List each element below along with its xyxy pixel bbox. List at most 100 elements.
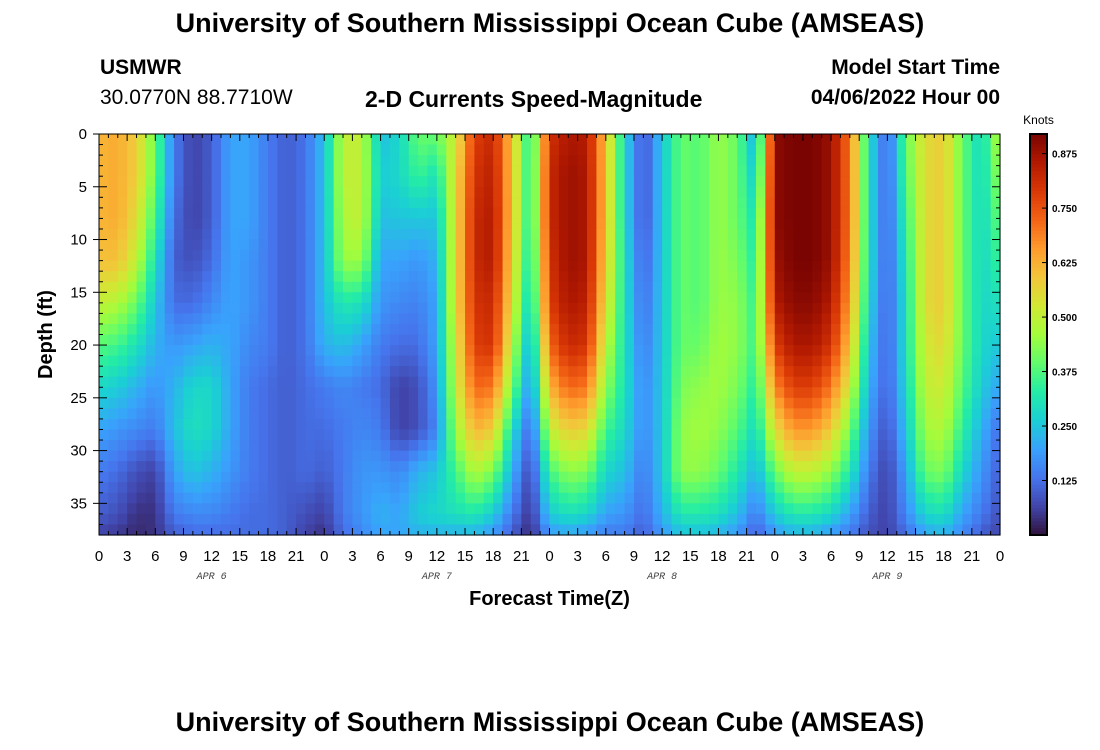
heatmap-cell [652, 176, 663, 188]
heatmap-cell [333, 387, 344, 399]
heatmap-cell [174, 313, 185, 325]
heatmap-cell [802, 281, 813, 293]
heatmap-cell [258, 366, 269, 378]
heatmap-cell [906, 387, 917, 399]
heatmap-cell [108, 218, 119, 230]
heatmap-cell [455, 450, 466, 462]
heatmap-cell [108, 471, 119, 483]
heatmap-cell [540, 313, 551, 325]
heatmap-cell [174, 440, 185, 452]
heatmap-cell [136, 418, 147, 431]
heatmap-cell [859, 461, 870, 473]
heatmap-cell [662, 355, 673, 367]
heatmap-cell [530, 228, 541, 241]
heatmap-cell [990, 281, 1001, 293]
heatmap-cell [849, 260, 860, 272]
heatmap-cell [249, 207, 260, 220]
heatmap-cell [305, 334, 316, 346]
heatmap-cell [183, 144, 194, 156]
heatmap-cell [953, 165, 964, 177]
colorbar-segment [1030, 291, 1047, 295]
heatmap-cell [831, 355, 842, 367]
heatmap-cell [690, 323, 701, 336]
heatmap-cell [568, 155, 579, 167]
colorbar-segment [1030, 434, 1047, 439]
heatmap-cell [990, 345, 1001, 357]
heatmap-cell [624, 207, 635, 220]
heatmap-cell [277, 482, 288, 494]
heatmap-cell [971, 376, 982, 388]
heatmap-cell [868, 492, 879, 504]
heatmap-cell [408, 155, 419, 167]
heatmap-cell [474, 345, 485, 357]
heatmap-cell [915, 323, 926, 336]
heatmap-cell [174, 503, 185, 515]
heatmap-cell [802, 397, 813, 409]
heatmap-cell [521, 355, 532, 367]
heatmap-cell [427, 366, 438, 378]
heatmap-cell [455, 197, 466, 209]
heatmap-cell [859, 186, 870, 198]
heatmap-cell [709, 429, 720, 441]
colorbar-tick-label: 0.875 [1052, 150, 1077, 161]
heatmap-cell [699, 345, 710, 357]
heatmap-cell [877, 134, 888, 146]
heatmap-cell [502, 482, 513, 494]
colorbar-segment [1030, 404, 1047, 409]
heatmap-cell [230, 524, 241, 536]
heatmap-cell [549, 471, 560, 483]
heatmap-cell [455, 513, 466, 526]
heatmap-cell [136, 207, 147, 220]
heatmap-cell [296, 302, 307, 314]
heatmap-cell [934, 492, 945, 504]
heatmap-cell [305, 323, 316, 336]
heatmap-cell [727, 524, 738, 536]
heatmap-cell [192, 260, 203, 272]
y-tick-label: 25 [70, 390, 87, 407]
heatmap-cell [399, 207, 410, 220]
heatmap-cell [258, 144, 269, 156]
heatmap-cell [840, 197, 851, 209]
heatmap-cell [680, 492, 691, 504]
heatmap-cell [399, 482, 410, 494]
heatmap-cell [962, 376, 973, 388]
heatmap-cell [221, 450, 231, 462]
colorbar-segment [1030, 207, 1047, 212]
heatmap-cell [840, 345, 851, 357]
heatmap-cell [953, 492, 964, 504]
heatmap-cell [202, 155, 213, 167]
heatmap-cell [145, 366, 156, 378]
heatmap-cell [709, 492, 720, 504]
heatmap-cell [643, 355, 654, 367]
heatmap-cell [352, 292, 363, 304]
heatmap-cell [333, 134, 344, 146]
heatmap-cell [221, 176, 231, 188]
heatmap-cell [108, 513, 119, 526]
heatmap-cell [267, 440, 278, 452]
heatmap-cell [127, 250, 138, 262]
heatmap-cell [727, 323, 738, 336]
heatmap-cell [108, 440, 119, 452]
heatmap-cell [211, 260, 222, 272]
heatmap-cell [859, 165, 870, 177]
heatmap-cell [652, 408, 663, 420]
heatmap-cell [258, 524, 269, 536]
heatmap-cell [296, 513, 307, 526]
heatmap-cell [699, 197, 710, 209]
heatmap-cell [802, 461, 813, 473]
heatmap-cell [540, 503, 551, 515]
heatmap-cell [239, 461, 250, 473]
heatmap-cell [155, 218, 166, 230]
heatmap-cell [521, 239, 532, 251]
heatmap-cell [286, 408, 297, 420]
heatmap-cell [802, 165, 813, 177]
heatmap-cell [840, 176, 851, 188]
heatmap-cell [361, 197, 372, 209]
heatmap-cell [605, 186, 616, 198]
heatmap-cell [849, 228, 860, 241]
heatmap-cell [812, 418, 823, 431]
heatmap-cell [258, 271, 269, 283]
heatmap-cell [446, 418, 457, 431]
heatmap-cell [784, 134, 795, 146]
heatmap-cell [230, 429, 241, 441]
